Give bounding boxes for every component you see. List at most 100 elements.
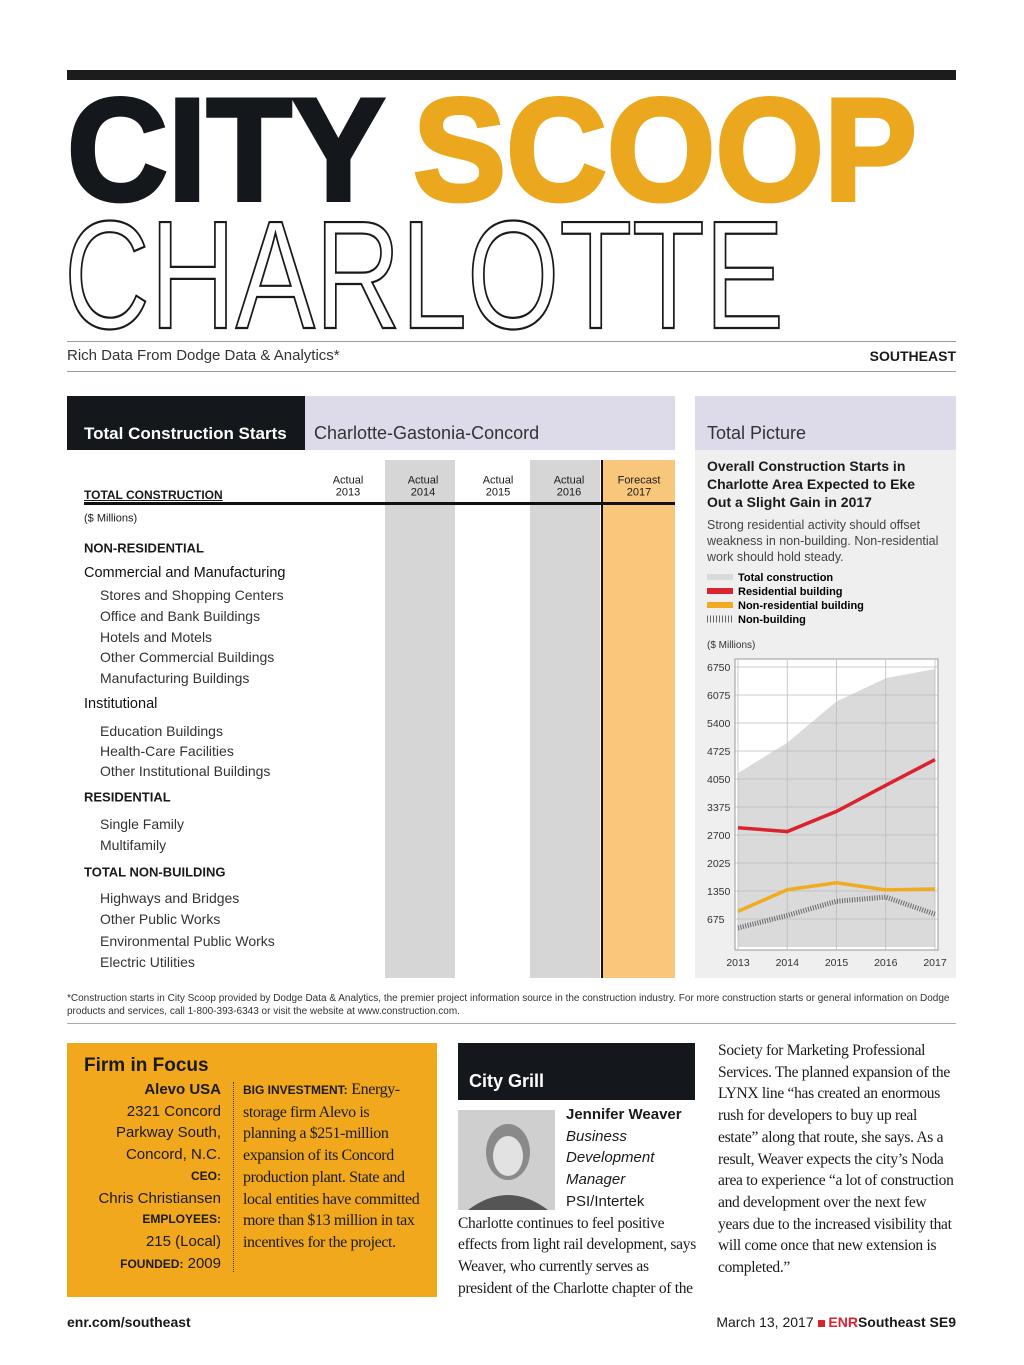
y-tick-label: 6075 [707, 690, 731, 702]
y-tick-label: 2025 [707, 858, 731, 870]
row-label: Single Family [100, 816, 185, 832]
footer-site: enr.com/southeast [67, 1314, 191, 1330]
chart-tab-band [695, 396, 956, 450]
firm-divider [233, 1082, 234, 1272]
row-label: NON-RESIDENTIAL [84, 540, 204, 556]
chart: Total construction Residential building No… [707, 572, 947, 969]
firm-address: 2321 Concord [126, 1102, 221, 1120]
y-tick-label: 6750 [707, 662, 731, 674]
rule [67, 1023, 956, 1024]
table-tab-band [305, 396, 675, 450]
firm-box [67, 1043, 437, 1297]
x-tick-label: 2013 [726, 957, 750, 969]
y-tick-label: 3375 [707, 802, 731, 814]
row-label: Education Buildings [100, 723, 223, 739]
chart-tab: Total Picture [707, 423, 807, 443]
legend-label: Residential building [738, 586, 843, 598]
forecast-shade [603, 460, 675, 978]
y-tick-label: 2700 [707, 830, 731, 842]
row-label: Hotels and Motels [100, 629, 213, 645]
table-area: Charlotte-Gastonia-Concord [314, 423, 540, 443]
footer-date: March 13, 2017 [716, 1314, 814, 1330]
chart-title: Overall Construction Starts in Charlotte… [707, 458, 915, 510]
row-label: Environmental Public Works [100, 933, 275, 949]
y-tick-label: 4050 [707, 774, 731, 786]
forecast-rule [601, 460, 603, 978]
column-year: 2017 [626, 486, 652, 499]
row-label: Other Institutional Buildings [100, 763, 271, 779]
column-status: Actual [332, 474, 364, 487]
column-status: Actual [482, 474, 514, 487]
column-year: 2013 [335, 486, 361, 499]
title-charlotte: CHARLOTTE [64, 189, 784, 342]
footer-brand: ENR [828, 1314, 858, 1330]
row-label: Multifamily [100, 837, 167, 853]
label-header: TOTAL CONSTRUCTION [84, 488, 223, 502]
row-label: Office and Bank Buildings [100, 608, 261, 624]
column-year: 2014 [410, 486, 436, 499]
row-label: TOTAL NON-BUILDING [84, 864, 226, 880]
employees-label: EMPLOYEES: [142, 1212, 221, 1227]
x-tick-label: 2014 [776, 957, 800, 969]
founded: 2009 [187, 1254, 221, 1272]
y-tick-label: 675 [707, 914, 725, 926]
y-tick-label: 5400 [707, 718, 731, 730]
footnote: *Construction starts in City Scoop provi… [67, 993, 950, 1017]
row-label: RESIDENTIAL [84, 789, 171, 805]
line [737, 758, 936, 834]
grill-role: Business Development Manager [566, 1127, 655, 1189]
row-label: Institutional [84, 695, 158, 712]
column-year: 2016 [556, 486, 582, 499]
x-tick-label: 2015 [825, 957, 849, 969]
grill-heading: City Grill [469, 1071, 545, 1091]
portrait [458, 1110, 555, 1210]
legend-label: Non-building [738, 614, 806, 626]
column-status: Actual [553, 474, 585, 487]
footer-edition: Southeast SE9 [857, 1314, 956, 1330]
founded-line: FOUNDED: 2009 [67, 1253, 221, 1276]
legend-label: Non-residential building [738, 600, 864, 612]
grill-heading-box [458, 1043, 695, 1100]
grill-body: Charlotte continues to feel positive eff… [458, 1214, 696, 1297]
title-city: CITY [67, 80, 385, 231]
story-label: BIG INVESTMENT: [243, 1083, 348, 1097]
region: SOUTHEAST [869, 348, 956, 364]
grill-column: Jennifer Weaver Business Development Man… [458, 1104, 696, 1299]
rule [67, 341, 956, 342]
footer-right: March 13, 2017 ENRSoutheast SE9 [716, 1314, 956, 1330]
firm-heading: Firm in Focus [84, 1055, 209, 1076]
column-status: Forecast [617, 474, 661, 487]
title-scoop: SCOOP [413, 80, 917, 231]
ceo: Chris Christiansen [98, 1189, 221, 1207]
footer-square [817, 1320, 825, 1327]
row-label: Commercial and Manufacturing [84, 564, 286, 581]
line [737, 880, 936, 913]
x-tick-label: 2017 [923, 957, 947, 969]
row-label: Highways and Bridges [100, 890, 240, 906]
column-year: 2015 [485, 486, 511, 499]
firm-facts: Alevo USA 2321 Concord Parkway South, Co… [67, 1079, 221, 1275]
grill-person: Jennifer Weaver [566, 1106, 682, 1123]
firm-story: Energy-storage firm Alevo is planning a … [243, 1081, 420, 1251]
firm-story-block: BIG INVESTMENT: Energy-storage firm Alev… [243, 1079, 423, 1254]
row-label: ($ Millions) [84, 512, 138, 525]
column-shade [530, 460, 600, 978]
grill-company: PSI/Intertek [566, 1192, 645, 1210]
ceo-label: CEO: [191, 1168, 221, 1183]
chart-subtitle: Strong residential activity should offse… [707, 518, 939, 564]
masthead: CITY SCOOP CHARLOTTE [63, 80, 919, 342]
firm-name: Alevo USA [144, 1081, 221, 1098]
y-tick-label: 4725 [707, 746, 731, 758]
row-label: Manufacturing Buildings [100, 670, 250, 686]
firm-address: Concord, N.C. [125, 1146, 221, 1164]
x-tick-label: 2016 [874, 957, 898, 969]
header-rule [84, 502, 675, 505]
column-status: Actual [407, 474, 439, 487]
row-label: Other Commercial Buildings [100, 649, 275, 665]
top-rule [67, 70, 956, 80]
table-heading: Total Construction Starts [84, 424, 287, 443]
row-label: Other Public Works [100, 911, 221, 927]
employees: 215 (Local) [145, 1232, 221, 1250]
rule [67, 371, 956, 372]
